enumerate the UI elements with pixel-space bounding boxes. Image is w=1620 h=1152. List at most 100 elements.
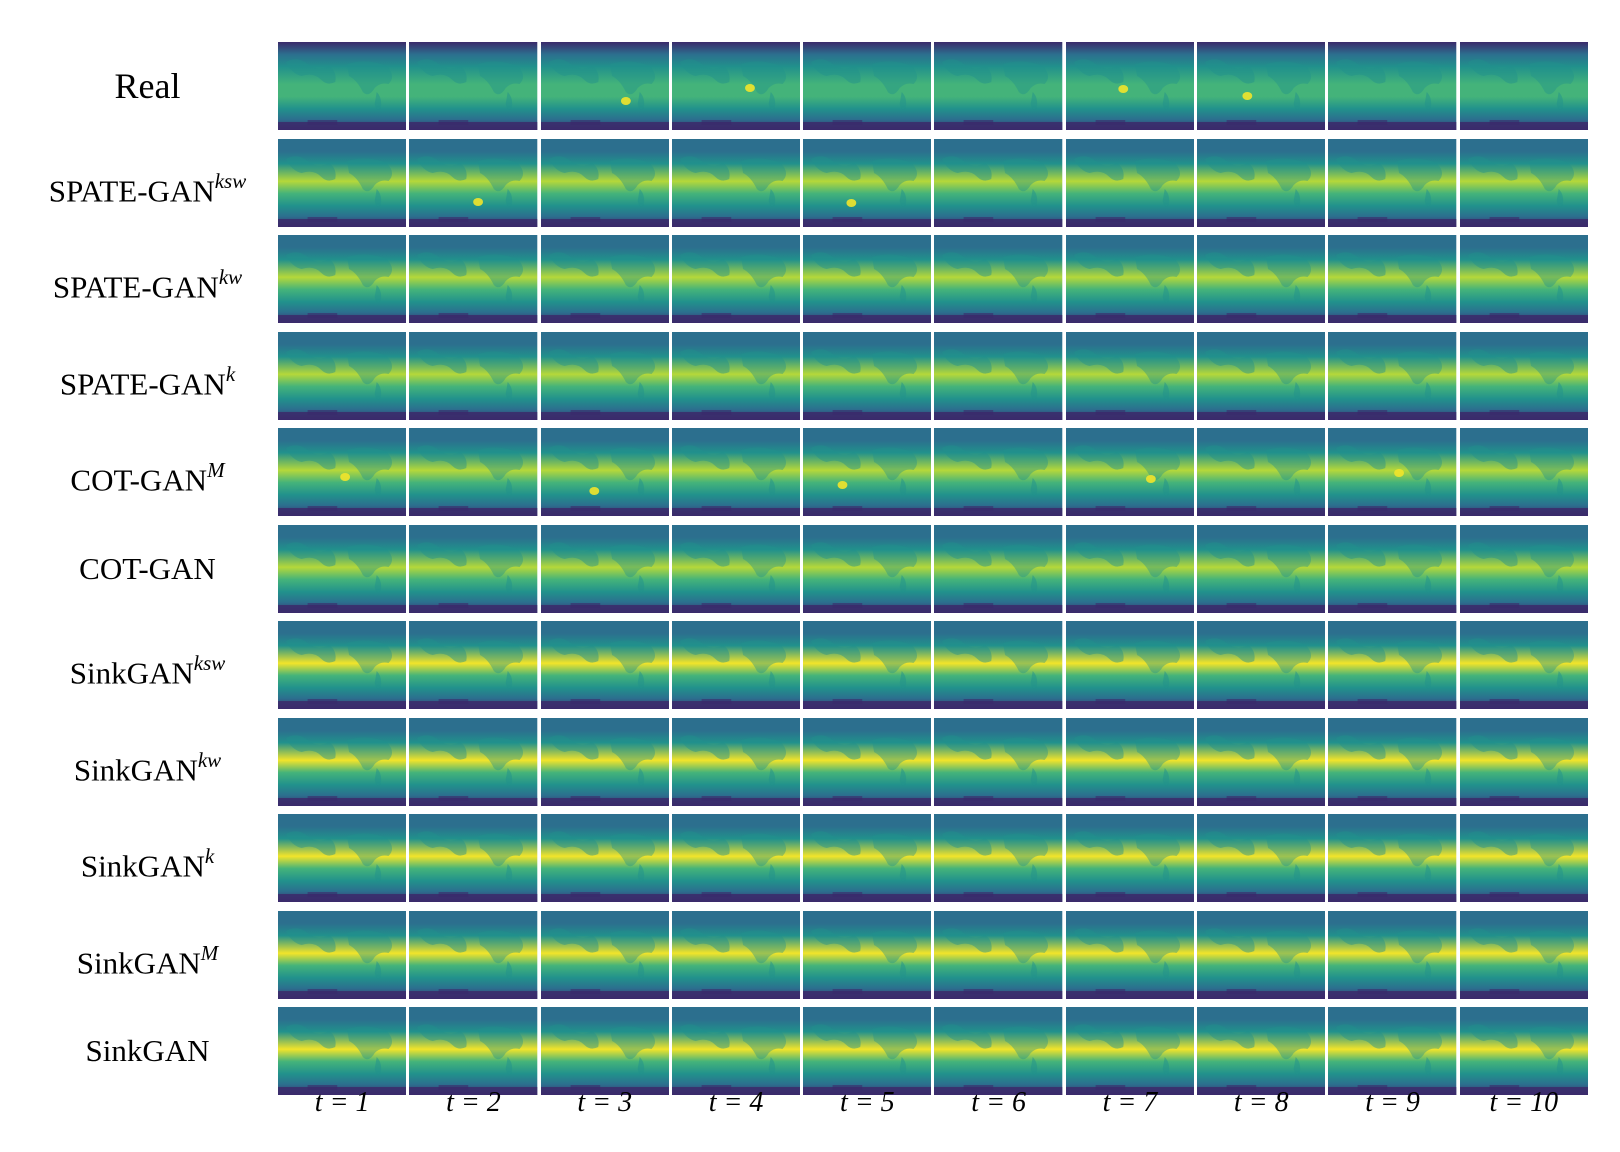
map-frame <box>934 42 1063 130</box>
row-label-spate-gan-ksw: SPATE-GANksw <box>20 163 275 211</box>
frame-strip <box>278 331 1588 420</box>
time-label: t = 3 <box>577 1087 633 1118</box>
map-frame <box>671 717 801 806</box>
map-frame <box>278 235 407 323</box>
row-label-name: COT-GAN <box>70 462 208 498</box>
map-frame <box>934 814 1063 902</box>
row-label-name: SPATE-GAN <box>59 365 226 401</box>
map-frame <box>671 138 801 227</box>
map-frame <box>934 910 1063 999</box>
map-frame <box>934 138 1063 227</box>
frame-strip <box>278 1007 1588 1095</box>
map-frame <box>1328 235 1457 323</box>
map-frame <box>803 138 932 227</box>
map-frame <box>803 814 932 902</box>
map-frame <box>934 1007 1063 1095</box>
map-frame <box>1459 621 1588 709</box>
map-frame <box>1459 428 1588 516</box>
map-frame <box>1328 428 1457 516</box>
map-frame <box>934 524 1063 613</box>
row-label-name: COT-GAN <box>79 550 216 586</box>
map-frame <box>1197 42 1326 130</box>
map-frame <box>540 331 669 420</box>
map-frame <box>1065 524 1195 613</box>
map-frame <box>1459 1007 1588 1095</box>
map-frame <box>1197 428 1326 516</box>
map-frame <box>1328 42 1457 130</box>
map-frame <box>671 235 801 323</box>
time-label: t = 5 <box>840 1087 895 1118</box>
row-label-spate-gan-k: SPATE-GANk <box>20 356 275 404</box>
frame-strip <box>278 814 1588 902</box>
map-frame <box>1197 621 1326 709</box>
map-frame <box>540 428 669 516</box>
row-label-real: Real <box>20 66 275 106</box>
map-frame <box>1197 235 1326 323</box>
map-frame <box>1328 717 1457 806</box>
row-label-superscript: M <box>207 458 225 482</box>
frame-strip <box>278 42 1588 130</box>
row-label-sinkgan: SinkGAN <box>20 1031 275 1071</box>
map-frame <box>409 235 538 323</box>
map-frame <box>803 428 932 516</box>
map-frame <box>1065 814 1195 902</box>
map-frame <box>1328 331 1457 420</box>
map-frame <box>540 910 669 999</box>
map-frame <box>540 814 669 902</box>
row-label-superscript: ksw <box>214 168 247 193</box>
map-frame <box>1065 235 1195 323</box>
row-label-name: SPATE-GAN <box>52 269 219 305</box>
map-frame <box>1197 524 1326 613</box>
map-frame <box>803 42 932 130</box>
time-label: t = 4 <box>708 1087 764 1118</box>
row-label-sinkgan-kw: SinkGANkw <box>20 742 275 790</box>
row-label-sinkgan-k: SinkGANk <box>20 838 275 886</box>
row-label-superscript: ksw <box>193 651 226 675</box>
row-label-name: Real <box>114 66 181 106</box>
row-label-name: SPATE-GAN <box>48 172 215 208</box>
map-frame <box>803 910 932 999</box>
map-frame <box>540 717 669 806</box>
row-label-name: SinkGAN <box>85 1033 210 1068</box>
map-frame <box>671 428 801 516</box>
row-label-superscript: kw <box>197 747 222 772</box>
map-frame <box>671 524 801 613</box>
map-frame <box>1197 910 1326 999</box>
map-frame <box>1328 910 1457 999</box>
row-label-superscript: k <box>225 361 236 386</box>
row-label-superscript: kw <box>218 265 243 289</box>
map-frame <box>409 1007 538 1095</box>
map-frame <box>409 910 538 999</box>
map-frame <box>1197 138 1326 227</box>
map-frame <box>540 42 669 130</box>
frame-strip <box>278 428 1588 516</box>
map-frame <box>1197 331 1326 420</box>
map-frame <box>1459 138 1588 227</box>
map-frame <box>1197 814 1326 902</box>
map-frame <box>1328 814 1457 902</box>
map-frame <box>278 42 407 130</box>
map-frame <box>934 717 1063 806</box>
row-label-superscript: k <box>204 844 215 868</box>
map-frame <box>803 717 932 806</box>
map-frame <box>278 910 407 999</box>
row-label-sinkgan-m: SinkGANM <box>20 935 275 983</box>
map-frame <box>1328 1007 1457 1095</box>
map-frame <box>803 621 932 709</box>
row-label-name: SinkGAN <box>73 751 198 787</box>
map-frame <box>278 138 407 227</box>
map-frame <box>803 331 932 420</box>
map-frame <box>1065 428 1195 516</box>
time-label: t = 10 <box>1489 1087 1559 1118</box>
map-frame <box>1459 331 1588 420</box>
map-frame <box>540 524 669 613</box>
map-frame <box>278 814 407 902</box>
frame-strip <box>278 524 1588 613</box>
map-frame <box>540 621 669 709</box>
map-frame <box>1197 1007 1326 1095</box>
map-frame <box>409 717 538 806</box>
map-frame <box>278 331 407 420</box>
frame-strip <box>278 717 1588 806</box>
time-label: t = 1 <box>314 1087 370 1118</box>
time-label: t = 9 <box>1365 1087 1420 1118</box>
